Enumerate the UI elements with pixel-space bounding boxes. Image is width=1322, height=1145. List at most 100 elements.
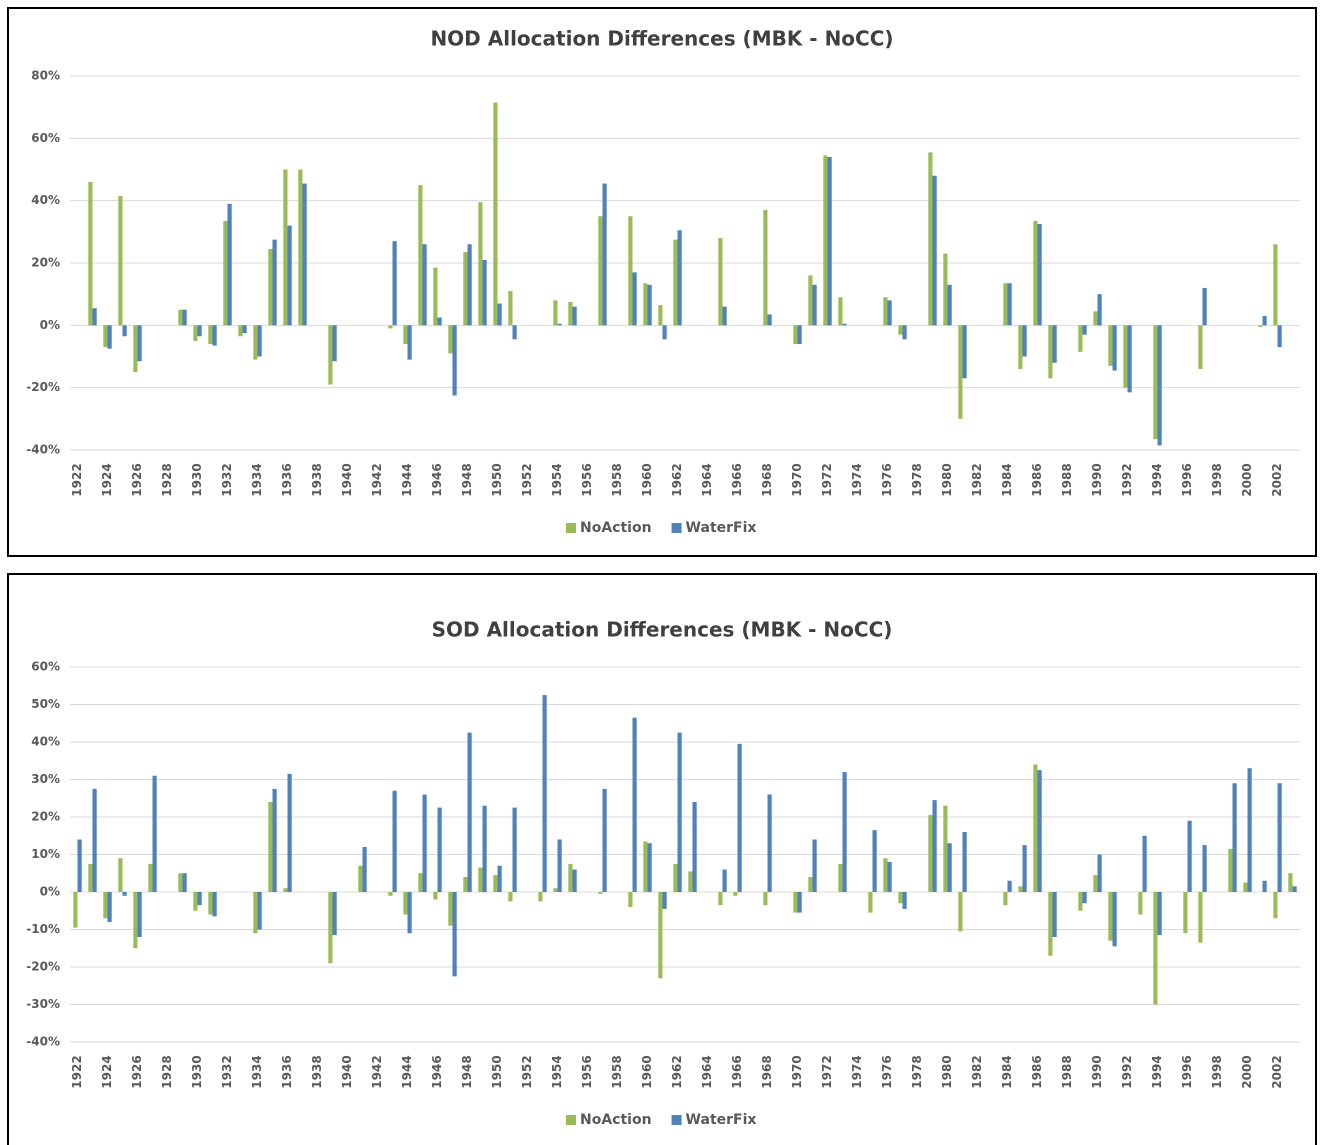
bar: [152, 775, 157, 892]
x-tick-label: 1922: [70, 1055, 84, 1088]
bar: [962, 325, 967, 379]
bar: [643, 283, 648, 326]
bar: [737, 743, 742, 892]
x-tick-label: 1978: [910, 463, 924, 496]
x-tick-label: 1930: [190, 1055, 204, 1088]
y-tick-label: 20%: [31, 810, 60, 824]
bar: [1022, 845, 1027, 892]
bar: [1277, 783, 1282, 892]
bar: [898, 892, 903, 904]
bar: [827, 157, 832, 326]
bar: [478, 867, 483, 892]
x-tick-label: 1994: [1150, 463, 1164, 496]
bar: [902, 892, 907, 909]
bar: [812, 284, 817, 326]
bar: [107, 325, 112, 349]
bar: [1033, 220, 1038, 326]
x-tick-label: 1986: [1030, 463, 1044, 496]
x-tick-label: 1968: [760, 1055, 774, 1088]
x-tick-label: 2000: [1240, 463, 1254, 496]
x-tick-label: 1952: [520, 1055, 534, 1088]
bar: [362, 847, 367, 892]
bar: [947, 284, 952, 326]
bar: [793, 325, 798, 345]
bar: [287, 773, 292, 892]
x-tick-label: 1954: [550, 463, 564, 496]
bar: [388, 325, 393, 329]
bar: [883, 858, 888, 892]
bar: [928, 815, 933, 892]
bar: [497, 303, 502, 326]
bar: [722, 869, 727, 892]
x-tick-label: 1960: [640, 463, 654, 496]
bar: [658, 892, 663, 979]
bar: [838, 297, 843, 326]
x-tick-label: 1962: [670, 463, 684, 496]
bar: [662, 325, 667, 340]
x-tick-label: 2002: [1270, 463, 1284, 496]
bar: [572, 306, 577, 326]
bar: [77, 839, 82, 892]
bar: [887, 862, 892, 892]
bar: [193, 325, 198, 341]
bar: [1153, 892, 1158, 1005]
bar: [1157, 892, 1162, 936]
bar: [793, 892, 798, 913]
bar: [1082, 325, 1087, 335]
bar: [962, 832, 967, 892]
bar: [467, 732, 472, 892]
bar: [1202, 845, 1207, 892]
bar: [182, 309, 187, 326]
bar: [1037, 770, 1042, 892]
y-tick-label: -40%: [26, 443, 60, 457]
bar: [932, 175, 937, 326]
bar: [598, 892, 603, 894]
x-tick-label: 1936: [280, 463, 294, 496]
bar: [1007, 880, 1012, 892]
bar: [568, 301, 573, 326]
bar: [463, 252, 468, 326]
bar: [673, 863, 678, 892]
bar: [1078, 892, 1083, 911]
x-tick-label: 1974: [850, 463, 864, 496]
bar: [928, 152, 933, 326]
bar: [1262, 315, 1267, 326]
bar: [227, 203, 232, 326]
bar: [763, 210, 768, 326]
bar: [568, 863, 573, 892]
x-tick-label: 1966: [730, 463, 744, 496]
bar: [767, 314, 772, 326]
x-tick-label: 1996: [1180, 463, 1194, 496]
bar: [358, 865, 363, 892]
bar: [332, 325, 337, 362]
x-tick-label: 1922: [70, 463, 84, 496]
bar: [242, 325, 247, 334]
x-tick-label: 1930: [190, 463, 204, 496]
bar: [512, 807, 517, 892]
x-tick-label: 1958: [610, 463, 624, 496]
bar: [902, 325, 907, 340]
x-tick-label: 1998: [1210, 1055, 1224, 1088]
x-tick-label: 1964: [700, 463, 714, 496]
legend-swatch: [566, 523, 576, 533]
y-tick-label: 80%: [31, 69, 60, 83]
x-tick-label: 1932: [220, 1055, 234, 1088]
x-tick-label: 1944: [400, 463, 414, 496]
x-tick-label: 1992: [1120, 463, 1134, 496]
bar: [212, 325, 217, 346]
legend-swatch: [671, 523, 682, 533]
bar: [332, 892, 337, 936]
bar: [448, 325, 453, 354]
bar: [437, 317, 442, 326]
bar: [572, 869, 577, 892]
x-tick-label: 1948: [460, 463, 474, 496]
bar: [1292, 886, 1297, 892]
x-tick-label: 1934: [250, 463, 264, 496]
x-tick-label: 1950: [490, 463, 504, 496]
bar: [1082, 892, 1087, 904]
bar: [1142, 835, 1147, 892]
x-tick-label: 1984: [1000, 463, 1014, 496]
bar: [898, 325, 903, 335]
bar: [1052, 892, 1057, 937]
